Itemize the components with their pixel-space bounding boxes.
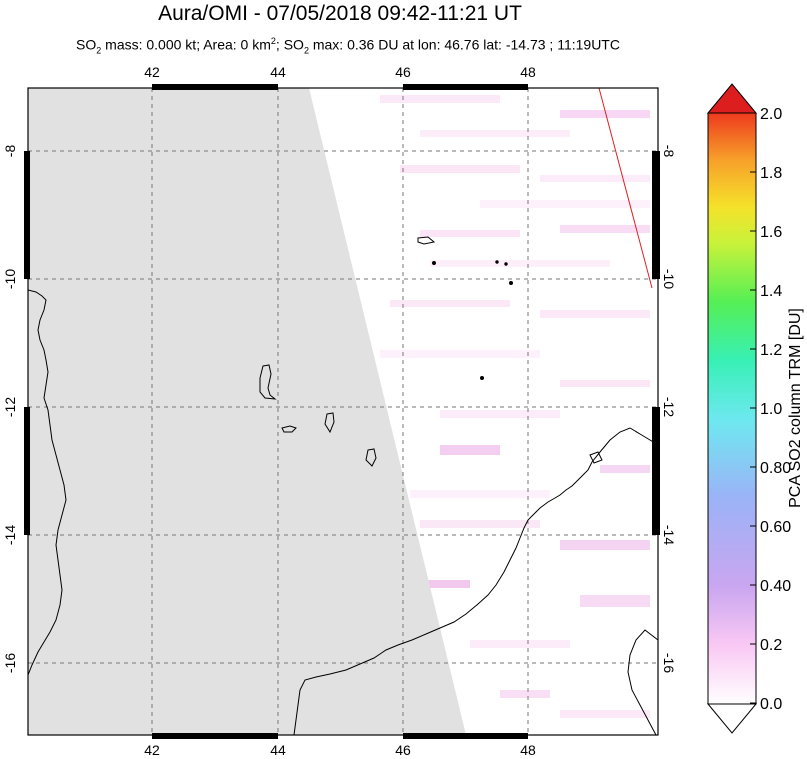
colorbar-tick-1.2: 1.2 (760, 342, 782, 359)
lon-tick-bottom-42: 42 (144, 742, 160, 758)
colorbar-tick-0.40: 0.40 (760, 578, 791, 595)
map-gridlines (28, 88, 658, 735)
lon-tick-top-46: 46 (395, 64, 411, 80)
lon-tick-bottom-48: 48 (520, 742, 536, 758)
map-frame-bars (24, 84, 660, 739)
coastlines (28, 236, 658, 735)
mayotte-island (365, 448, 377, 467)
lat-tick-left-14: -14 (2, 525, 18, 545)
madagascar-coastline (293, 427, 658, 735)
colorbar-gradient (707, 112, 757, 705)
map-area (28, 88, 658, 735)
lat-tick-left-8: -8 (2, 145, 18, 158)
colorbar-tick-1.8: 1.8 (760, 165, 782, 182)
colorbar-tick-0.60: 0.60 (760, 519, 791, 536)
map-subtitle: SO2 mass: 0.000 kt; Area: 0 km2; SO2 max… (76, 36, 620, 56)
colorbar-tick-1.6: 1.6 (760, 224, 782, 241)
lon-tick-top-42: 42 (144, 64, 160, 80)
aldabra-atoll (417, 236, 436, 245)
colorbar-tick-1.0: 1.0 (760, 401, 782, 418)
colorbar-tick-0.2: 0.2 (760, 637, 782, 654)
orbit-edge-line (598, 88, 653, 289)
grande-comore-island (259, 364, 277, 400)
colorbar-tick-2.0: 2.0 (760, 106, 782, 123)
madagascar-east-coast (627, 629, 658, 735)
lat-tick-right-10: -10 (661, 269, 677, 289)
no-data-region (28, 88, 466, 735)
colorbar-over-arrow (706, 83, 758, 114)
colorbar-tick-1.4: 1.4 (760, 283, 782, 300)
nosy-be-island (589, 451, 603, 464)
lat-tick-left-16: -16 (2, 653, 18, 673)
lat-tick-left-10: -10 (2, 269, 18, 289)
colorbar-under-arrow (706, 703, 758, 734)
colorbar-tick-0.0: 0.0 (760, 696, 782, 713)
lat-tick-right-14: -14 (661, 525, 677, 545)
map-title: Aura/OMI - 07/05/2018 09:42-11:21 UT (158, 2, 522, 25)
colorbar: 2.0 1.8 1.6 1.4 1.2 1.0 0.80 0.60 0.40 0… (706, 83, 804, 734)
so2-retrieval-streaks (380, 95, 650, 718)
africa-coastline (28, 289, 67, 676)
anjouan-island (324, 412, 335, 434)
lon-tick-bottom-46: 46 (395, 742, 411, 758)
lat-tick-right-8: -8 (661, 145, 677, 158)
lon-tick-top-48: 48 (520, 64, 536, 80)
colorbar-axis-label: PCA SO2 column TRM [DU] (787, 308, 804, 508)
moheli-island (281, 425, 297, 433)
lon-tick-top-44: 44 (270, 64, 286, 80)
lat-tick-right-16: -16 (661, 653, 677, 673)
lat-tick-left-12: -12 (2, 397, 18, 417)
colorbar-tick-0.80: 0.80 (760, 460, 791, 477)
lon-tick-bottom-44: 44 (270, 742, 286, 758)
lat-tick-right-12: -12 (661, 397, 677, 417)
